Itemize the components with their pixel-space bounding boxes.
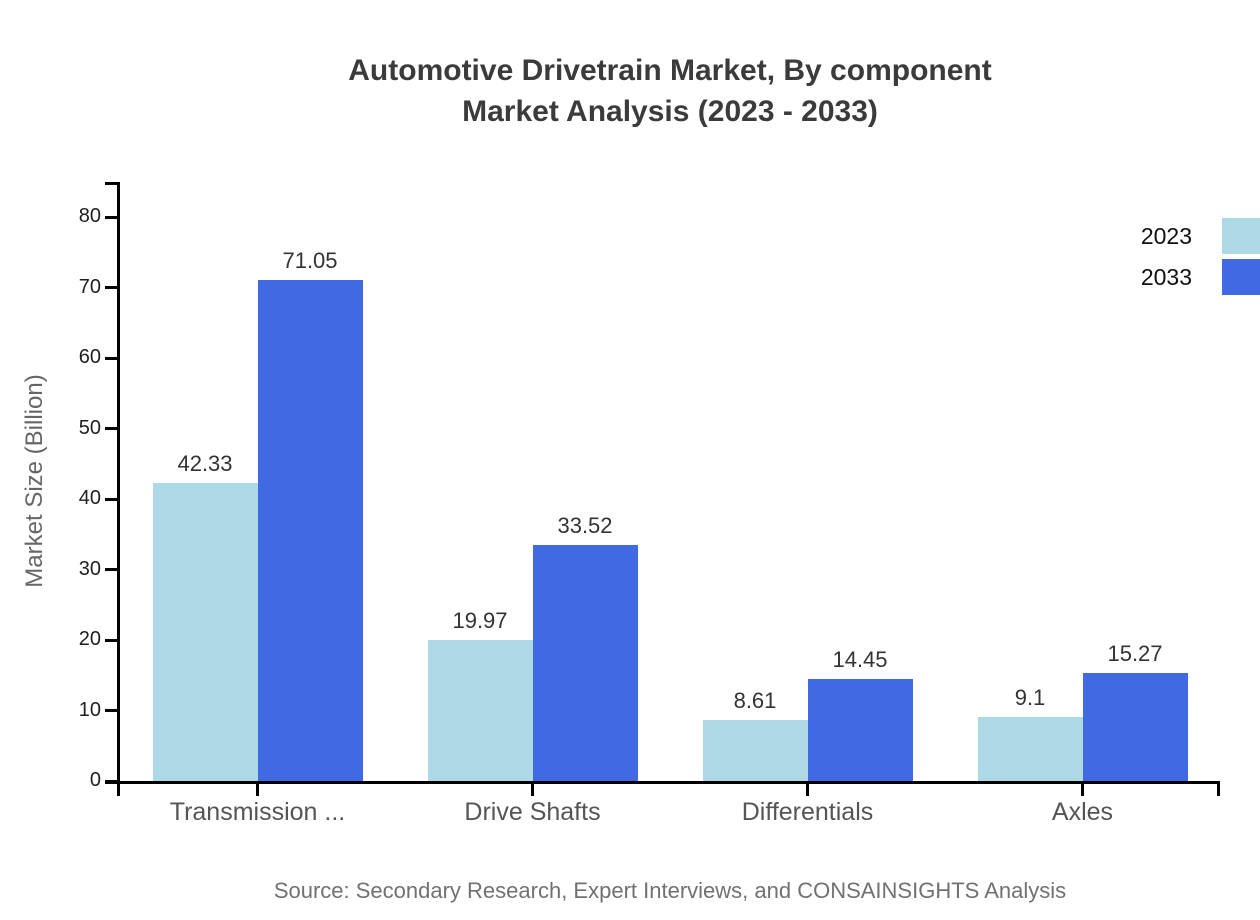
- x-tick: [531, 784, 534, 796]
- y-axis-line: [117, 182, 120, 796]
- y-tick: [105, 286, 117, 290]
- y-tick-label: 10: [78, 698, 101, 721]
- y-tick: [105, 779, 117, 783]
- bar-2023-2: [427, 640, 533, 781]
- y-tick-label: 0: [89, 769, 101, 791]
- category-label: Drive Shafts: [464, 798, 601, 826]
- y-tick-label: 80: [78, 205, 101, 228]
- bar-2033-4: [1082, 673, 1188, 781]
- x-axis-line: [105, 781, 1220, 784]
- legend-swatch-2033: [1222, 259, 1260, 295]
- legend: 2023 2033: [1141, 217, 1260, 296]
- y-axis-end-tick: [105, 182, 117, 185]
- y-tick: [105, 215, 117, 219]
- bar-2033-2: [532, 544, 638, 781]
- y-tick-label: 30: [78, 557, 101, 580]
- y-tick: [105, 497, 117, 501]
- legend-label: 2023: [1140, 222, 1192, 249]
- legend-label: 2033: [1140, 263, 1192, 290]
- bar-2033-1: [257, 280, 363, 781]
- y-tick-label: 70: [78, 275, 101, 298]
- bar-value-label: 19.97: [452, 608, 508, 634]
- category-label: Axles: [1051, 798, 1114, 826]
- chart-title: Automotive Drivetrain Market, By compone…: [120, 50, 1220, 132]
- bar-value-label: 71.05: [282, 248, 338, 274]
- bar-2023-4: [977, 716, 1083, 781]
- x-tick: [1081, 784, 1084, 796]
- legend-item-2033: 2033: [1141, 258, 1260, 296]
- y-tick-label: 60: [78, 346, 101, 369]
- bar-2023-3: [702, 720, 808, 781]
- y-tick: [105, 568, 117, 572]
- bar-value-label: 14.45: [832, 647, 888, 673]
- chart-title-line1: Automotive Drivetrain Market, By compone…: [348, 54, 992, 87]
- y-tick: [105, 427, 117, 431]
- bar-value-label: 9.1: [1014, 684, 1046, 710]
- y-axis-title: Market Size (Billion): [21, 374, 48, 588]
- y-tick: [105, 356, 117, 360]
- bar-value-label: 33.52: [557, 512, 613, 538]
- bar-value-label: 15.27: [1107, 641, 1163, 667]
- x-axis-end-tick: [1217, 784, 1220, 796]
- x-tick: [806, 784, 809, 796]
- source-note: Source: Secondary Research, Expert Inter…: [273, 878, 1067, 903]
- bar-2023-1: [152, 482, 258, 781]
- y-tick-label: 50: [78, 416, 101, 439]
- y-tick: [105, 638, 117, 642]
- chart-title-line2: Market Analysis (2023 - 2033): [462, 95, 878, 128]
- bar-value-label: 8.61: [733, 688, 777, 714]
- plot-area: 0 10 20 30 40 50 60 70 80 42.33 71.05 Transmission …: [79, 182, 1220, 826]
- category-label: Transmission ...: [169, 798, 346, 826]
- y-tick-label: 20: [78, 628, 101, 651]
- y-tick-label: 40: [78, 487, 101, 510]
- legend-item-2023: 2023: [1141, 217, 1260, 255]
- bar-value-label: 42.33: [177, 450, 233, 476]
- category-label: Differentials: [741, 798, 874, 826]
- bar-2033-3: [807, 679, 913, 781]
- x-tick: [256, 784, 259, 796]
- legend-swatch-2023: [1222, 218, 1260, 254]
- y-tick: [105, 709, 117, 713]
